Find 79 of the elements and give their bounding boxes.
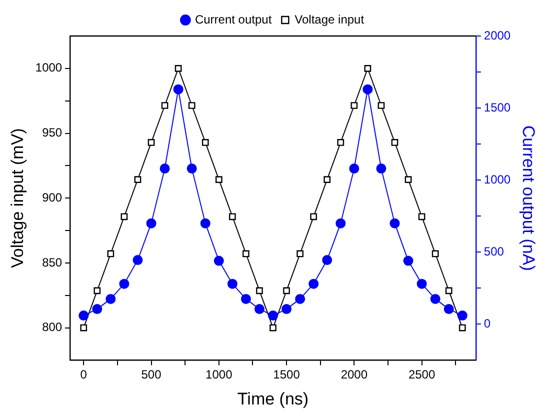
point — [160, 164, 170, 174]
x-tick-label: 500 — [141, 368, 162, 382]
point — [282, 304, 292, 314]
point — [202, 139, 209, 146]
point — [146, 218, 156, 228]
y2-axis-title: Current output (nA) — [519, 125, 538, 271]
point — [457, 310, 468, 321]
point — [119, 278, 130, 289]
y2-tick-label: 2000 — [484, 28, 511, 42]
point — [240, 294, 251, 304]
point — [308, 278, 319, 289]
point — [403, 256, 414, 266]
point — [174, 64, 182, 72]
point — [120, 213, 128, 220]
point — [378, 102, 385, 109]
point — [283, 287, 290, 294]
point — [364, 64, 372, 72]
point — [80, 324, 88, 332]
point — [432, 250, 439, 258]
y2-tick-label: 500 — [484, 244, 504, 258]
point — [78, 310, 89, 321]
y2-tick-label: 1500 — [484, 100, 511, 114]
point — [324, 176, 331, 183]
point — [416, 278, 427, 289]
point — [390, 218, 400, 228]
point — [94, 287, 101, 294]
point — [132, 255, 143, 266]
point — [214, 256, 224, 266]
point — [268, 310, 278, 321]
point — [254, 304, 264, 314]
y-tick-label: 1000 — [35, 60, 62, 75]
point — [444, 304, 454, 314]
x-tick-label: 1500 — [273, 368, 300, 382]
point — [256, 287, 263, 294]
point — [349, 164, 360, 174]
point — [404, 176, 412, 183]
point — [134, 176, 142, 183]
y2-tick-label: 1000 — [484, 172, 511, 186]
point — [322, 255, 332, 266]
point — [270, 324, 276, 332]
point — [242, 250, 250, 258]
point — [391, 139, 398, 146]
point — [200, 218, 210, 228]
point — [296, 250, 304, 258]
point — [337, 139, 344, 146]
y-tick-label: 850 — [42, 255, 62, 270]
y-tick-label: 800 — [42, 320, 62, 334]
point — [106, 294, 116, 304]
y2-tick-label: 0 — [484, 316, 491, 330]
point — [376, 164, 386, 174]
x-tick-label: 2000 — [340, 368, 368, 382]
point — [107, 250, 114, 258]
legend-label: Voltage input — [294, 12, 365, 26]
x-tick-label: 1000 — [206, 368, 233, 382]
point — [161, 102, 168, 109]
point — [227, 278, 238, 289]
point — [310, 213, 318, 220]
point — [173, 84, 184, 94]
y-axis-title: Voltage input (mV) — [8, 128, 27, 268]
point — [148, 139, 155, 146]
point — [228, 213, 236, 220]
point — [92, 304, 102, 314]
point — [430, 294, 440, 304]
point — [215, 176, 222, 183]
x-tick-label: 2500 — [408, 368, 436, 382]
x-tick-label: 0 — [80, 368, 88, 382]
point — [350, 102, 358, 109]
y-tick-label: 950 — [42, 126, 62, 140]
point — [336, 218, 346, 228]
legend-label: Current output — [194, 12, 272, 26]
point — [445, 287, 452, 294]
point — [186, 164, 197, 174]
y-tick-label: 900 — [42, 190, 62, 204]
point — [188, 102, 196, 109]
point — [362, 84, 373, 94]
point — [458, 324, 466, 332]
point — [295, 294, 306, 304]
x-axis-title: Time (ns) — [237, 389, 309, 408]
point — [418, 213, 426, 220]
